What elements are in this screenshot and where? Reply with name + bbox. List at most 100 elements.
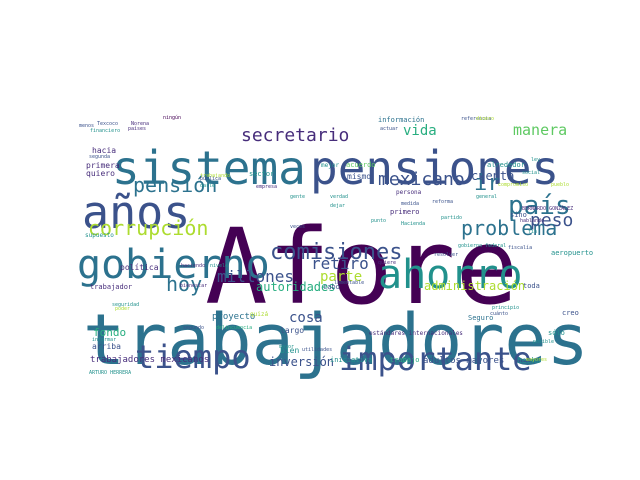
cloud-word: dejar (330, 203, 346, 209)
cloud-word: darle (200, 183, 216, 189)
cloud-word: resolver (434, 252, 459, 258)
cloud-word: países (128, 126, 147, 132)
cloud-word: bienestar (180, 283, 208, 289)
cloud-word: cuenta (471, 169, 515, 183)
cloud-word: corrupción (88, 216, 209, 240)
cloud-word: social (522, 170, 541, 176)
cloud-word: adultos mayores (423, 356, 505, 366)
cloud-word: mexicano (378, 169, 465, 190)
cloud-word: delincuencia (216, 325, 253, 331)
cloud-word: primero (390, 208, 420, 216)
cloud-word: gobierno federal (458, 243, 507, 249)
cloud-word: punto (371, 218, 387, 224)
cloud-word: hacia (92, 146, 117, 155)
cloud-word: arriba (92, 342, 121, 351)
cloud-word: ARTURO HERRERA (89, 370, 132, 376)
cloud-word: dinero (476, 116, 495, 122)
cloud-word: fin (528, 229, 538, 235)
cloud-word: comisiones (270, 240, 403, 265)
cloud-word: inversión (269, 355, 335, 369)
cloud-word: trabajadores (83, 299, 589, 381)
cloud-word: quiere (378, 260, 397, 266)
cloud-word: sector (249, 170, 275, 178)
cloud-word: cuánto (490, 311, 509, 317)
cloud-word: millones (217, 267, 295, 286)
cloud-word: compromiso (498, 182, 529, 188)
cloud-word: posible (533, 339, 555, 345)
cloud-word: parte (320, 269, 363, 285)
cloud-word: financiero (90, 128, 121, 134)
cloud-word: aeropuerto (551, 249, 594, 257)
cloud-word: principio (492, 305, 520, 311)
cloud-word: toda (523, 282, 540, 290)
cloud-word: utilidades (302, 347, 333, 353)
cloud-word: sistema (112, 141, 306, 195)
cloud-word: fondo (93, 326, 127, 339)
cloud-word: verdad (330, 194, 349, 200)
cloud-word: veces (290, 224, 306, 230)
cloud-word: empresa (256, 184, 278, 190)
cloud-word: país (508, 191, 571, 221)
cloud-word: mayor (279, 344, 295, 350)
cloud-word: referencia (461, 116, 492, 122)
cloud-word: gobierno (77, 242, 270, 288)
cloud-word: política (120, 263, 159, 272)
cloud-word: vida (403, 123, 437, 139)
cloud-word: mismo (347, 172, 372, 181)
cloud-word: lamentable (334, 280, 365, 286)
cloud-word: acuerdo (346, 161, 376, 169)
cloud-word: importante (339, 340, 532, 378)
cloud-word: proyecto (212, 312, 256, 322)
cloud-word: ley (531, 157, 541, 163)
cloud-word: administración (424, 279, 526, 293)
cloud-word: sino (510, 211, 527, 219)
cloud-word: mejor (321, 162, 340, 169)
cloud-word: ir (474, 171, 501, 196)
cloud-word: cabo (323, 283, 340, 291)
cloud-word: hablando (520, 218, 545, 224)
cloud-word: mayores (526, 357, 548, 363)
cloud-word: alrededor (487, 161, 525, 169)
cloud-word: pensión (133, 173, 218, 197)
cloud-word: persona (396, 189, 422, 196)
cloud-word: autoridades (256, 280, 336, 294)
cloud-word: retiro (311, 254, 369, 273)
cloud-word: Seguro (468, 314, 494, 322)
cloud-word: BERNARDO GONZÁLEZ (522, 206, 574, 212)
cloud-word: secretario (241, 125, 350, 146)
cloud-word: sólo (548, 329, 565, 337)
cloud-word: gente (290, 194, 306, 200)
cloud-word: trabajadores mexicanos (90, 355, 210, 365)
cloud-word: cosa (289, 310, 323, 326)
cloud-word: actuar (380, 126, 399, 132)
cloud-word: quizá (250, 311, 269, 318)
cloud-word: pensiones (310, 141, 560, 195)
cloud-word: estándares internacionales (369, 330, 463, 337)
cloud-word: Hacienda (401, 221, 426, 227)
cloud-word: creo (562, 309, 579, 317)
cloud-word: Texcoco (97, 121, 119, 127)
cloud-word: bien (280, 346, 300, 355)
cloud-word: peso (530, 210, 574, 231)
cloud-word: pública (200, 176, 222, 182)
cloud-word: segunda (89, 154, 111, 160)
cloud-word: Norena (131, 121, 150, 127)
cloud-word: hecho (517, 356, 542, 365)
cloud-word: seguridad (112, 302, 140, 308)
cloud-word: haciendo (181, 263, 206, 269)
cloud-word: reforma (432, 199, 454, 205)
cloud-word: Afore (205, 206, 519, 328)
cloud-word: quiero (86, 169, 115, 178)
cloud-word: poder (115, 306, 131, 312)
cloud-word: manera (513, 121, 568, 139)
cloud-word: general (476, 194, 498, 200)
cloud-word: tiempo (135, 338, 251, 376)
cloud-word: informar (92, 337, 117, 343)
cloud-word: trabajador (90, 283, 133, 291)
cloud-word: trabajando (200, 173, 231, 179)
cloud-word: supuesto (85, 232, 114, 239)
cloud-word: problema (461, 216, 558, 240)
cloud-word: trabajo (390, 356, 420, 364)
cloud-word: medida (401, 201, 420, 207)
